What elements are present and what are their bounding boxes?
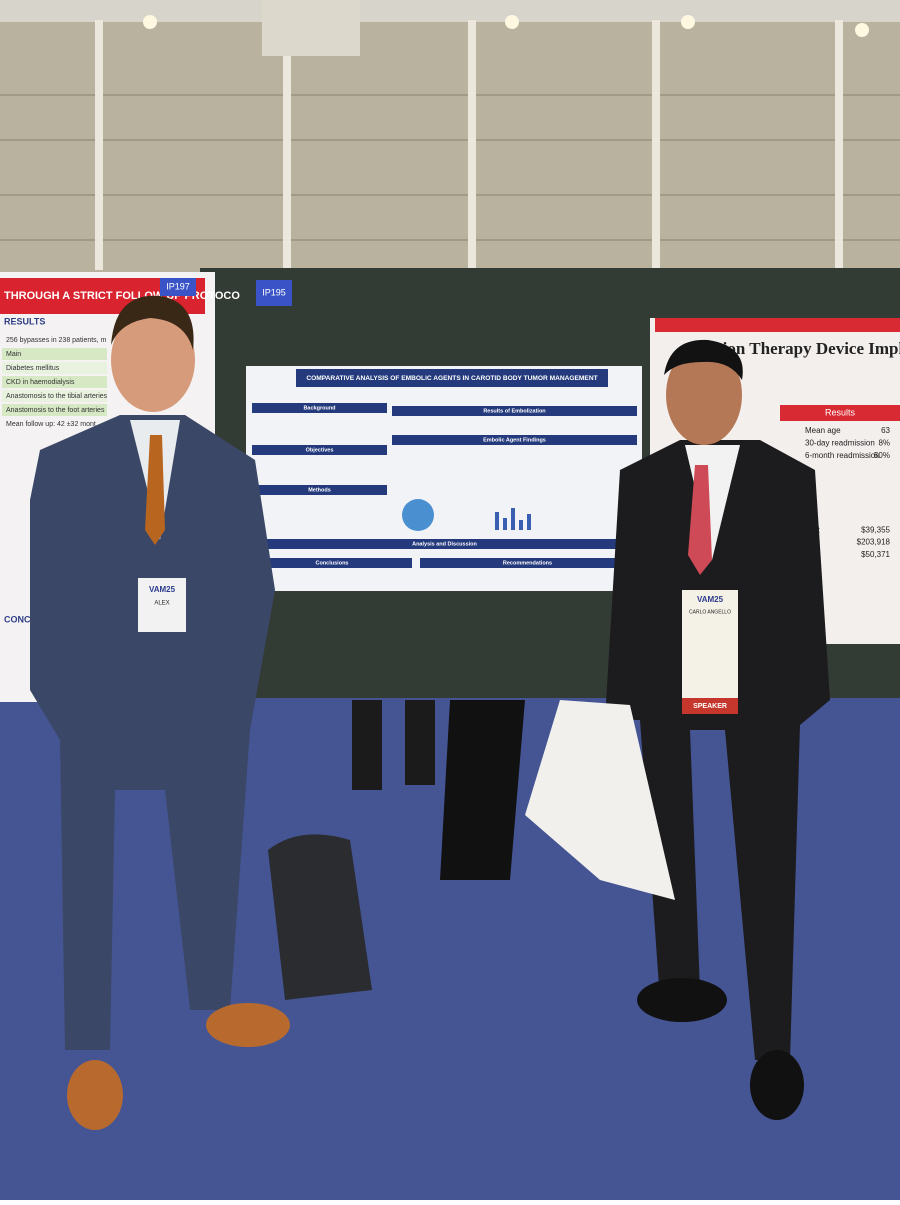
bar-figure [495, 508, 531, 530]
pillars [95, 20, 843, 270]
wall [0, 0, 900, 300]
row-value: 50% [874, 451, 890, 460]
ceiling [0, 0, 900, 22]
board-label-text: IP197 [166, 281, 190, 291]
section-header [392, 406, 637, 416]
section-title: Recommendations [503, 560, 552, 566]
row-value: $203,918 [857, 538, 891, 547]
person-left [30, 295, 290, 1130]
section-header [252, 539, 637, 549]
left-poster-line: 256 bypasses in 238 patients, m [6, 337, 107, 344]
right-poster-heading: Results [825, 407, 856, 417]
section-title: Results of Embolization [483, 408, 546, 414]
row-value: $50,371 [861, 550, 890, 559]
row-band [2, 376, 107, 388]
section-title: Objectives [306, 447, 334, 453]
center-poster-sections: Background Objectives Methods Results of Em… [252, 403, 637, 568]
background-leg [352, 700, 382, 790]
section-title: Conclusions [315, 560, 348, 566]
badge-name: ALEX [154, 601, 169, 607]
right-poster-title: vation Therapy Device Implanta [700, 339, 900, 358]
section-header [420, 558, 635, 568]
row-label: 6-month readmission [805, 451, 880, 460]
badge-event: VAM25 [149, 585, 176, 594]
wall-lines [0, 94, 900, 241]
section-header [252, 558, 412, 568]
row-band [2, 362, 107, 374]
backpack [268, 834, 372, 1000]
left-poster-line: Anastomosis to the foot arteries [6, 407, 105, 414]
left-poster-line: Mean follow up: 42 ±32 mont [6, 421, 96, 428]
section-title: Analysis and Discussion [412, 541, 477, 547]
right-poster-banner [655, 318, 900, 332]
badge-event: VAM25 [697, 595, 724, 604]
right-poster-table: Mean age 63 30-day readmission 8% 6-month re… [805, 426, 891, 559]
person-right [605, 339, 830, 1120]
left-poster-line: Diabetes mellitus [6, 365, 60, 372]
row-band [2, 404, 107, 416]
pie-figure [402, 499, 434, 531]
left-poster-heading: RESULTS [4, 316, 45, 326]
section-title: Background [303, 405, 335, 411]
badge-name: CARLO ANGELLO [689, 609, 731, 615]
paper-roll [525, 700, 675, 900]
row-value: 63 [881, 426, 890, 435]
center-poster-title: COMPARATIVE ANALYSIS OF EMBOLIC AGENTS I… [306, 375, 597, 382]
ceiling-lights [143, 15, 869, 37]
left-poster-line: Anastomosis to the tibial arteries [6, 393, 108, 400]
center-poster-banner [296, 369, 608, 387]
row-label: 30-day readmission [805, 439, 875, 448]
left-poster-title: THROUGH A STRICT FOLLOW UP PROTOCO [4, 290, 240, 302]
left-poster-line: Main [6, 351, 21, 358]
board-label [256, 280, 292, 306]
row-value: $39,355 [861, 525, 890, 534]
left-poster-lines: 256 bypasses in 238 patients, m Main Diabe… [2, 337, 108, 428]
results-header [780, 405, 900, 421]
background-leg [405, 700, 435, 785]
left-poster-line: CKD in haemodialysis [6, 379, 75, 386]
badge-ribbon: SPEAKER [693, 703, 727, 710]
center-poster [246, 366, 642, 591]
board-label-text: IP195 [262, 287, 286, 297]
section-title: Methods [308, 487, 331, 493]
row-band [2, 390, 107, 402]
section-header [252, 445, 387, 455]
row-value: 8% [878, 439, 890, 448]
section-header [392, 435, 637, 445]
section-header [252, 403, 387, 413]
row-label: Mean age [805, 426, 841, 435]
vent [262, 0, 360, 56]
section-title: Embolic Agent Findings [483, 437, 546, 443]
background-person [440, 700, 525, 880]
row-band [2, 348, 107, 360]
board-label [160, 278, 196, 296]
section-header [252, 485, 387, 495]
